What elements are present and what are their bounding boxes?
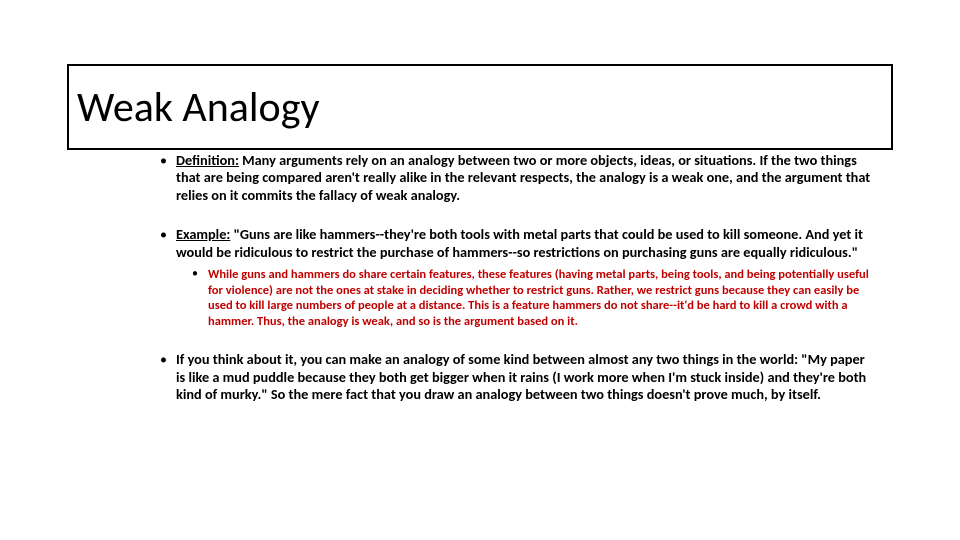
body-area: Definition: Many arguments rely on an an…: [176, 152, 876, 426]
sub-bullet-list: While guns and hammers do share certain …: [176, 267, 876, 329]
closing-text: If you think about it, you can make an a…: [176, 351, 876, 403]
bullet-closing: If you think about it, you can make an a…: [176, 351, 876, 403]
slide-title: Weak Analogy: [77, 82, 319, 133]
bullet-example: Example: "Guns are like hammers--they're…: [176, 226, 876, 329]
definition-rest: Many arguments rely on an analogy betwee…: [176, 151, 870, 204]
sub-bullet-explanation: While guns and hammers do share certain …: [176, 267, 876, 329]
definition-lead: Definition:: [176, 151, 239, 169]
bullet-list: Definition: Many arguments rely on an an…: [176, 152, 876, 404]
example-text: Example: "Guns are like hammers--they're…: [176, 226, 876, 261]
example-lead: Example:: [176, 225, 230, 243]
bullet-definition: Definition: Many arguments rely on an an…: [176, 152, 876, 204]
sub-explanation-text: While guns and hammers do share certain …: [208, 267, 876, 329]
example-rest: "Guns are like hammers--they're both too…: [176, 225, 863, 260]
title-box: Weak Analogy: [67, 64, 893, 150]
definition-text: Definition: Many arguments rely on an an…: [176, 152, 876, 204]
slide: Weak Analogy Definition: Many arguments …: [0, 0, 960, 540]
